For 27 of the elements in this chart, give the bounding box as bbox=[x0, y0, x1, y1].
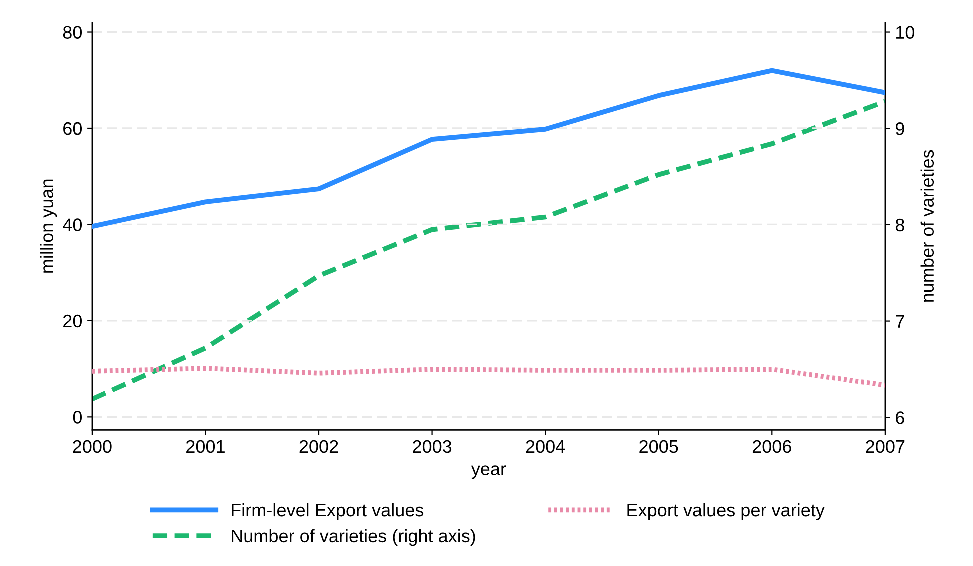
y2-tick-label: 9 bbox=[896, 122, 904, 136]
y-tick-label: 80 bbox=[63, 26, 82, 39]
x-tick-label: 2007 bbox=[866, 440, 905, 454]
x-tick-label: 2005 bbox=[640, 440, 678, 454]
y-axis-title: million yuan bbox=[40, 180, 58, 273]
y-tick-label: 20 bbox=[64, 314, 82, 328]
y2-tick-label: 8 bbox=[896, 218, 904, 232]
line-series bbox=[92, 366, 886, 388]
legend-label: Firm-level Export values bbox=[232, 503, 424, 520]
y2-tick-label: 7 bbox=[896, 315, 904, 328]
legend-label: Export values per variety bbox=[628, 503, 825, 520]
x-tick-label: 2002 bbox=[300, 440, 338, 454]
line-series bbox=[92, 99, 886, 402]
y-tick-label: 40 bbox=[63, 218, 82, 232]
legend-label: Number of varieties (right axis) bbox=[232, 529, 476, 546]
line-series bbox=[92, 68, 886, 230]
x-tick-label: 2003 bbox=[413, 440, 452, 454]
y2-axis-title: number of varieties bbox=[920, 150, 934, 302]
x-tick-label: 2001 bbox=[186, 440, 225, 454]
x-tick-label: 2004 bbox=[526, 440, 566, 454]
x-axis-title: year bbox=[471, 466, 506, 480]
x-tick-label: 2006 bbox=[752, 440, 792, 454]
y-tick-label: 0 bbox=[73, 411, 82, 424]
y2-tick-label: 6 bbox=[896, 412, 904, 424]
y-tick-label: 60 bbox=[64, 122, 82, 136]
x-tick-label: 2000 bbox=[73, 440, 112, 454]
y2-tick-label: 10 bbox=[896, 26, 915, 39]
